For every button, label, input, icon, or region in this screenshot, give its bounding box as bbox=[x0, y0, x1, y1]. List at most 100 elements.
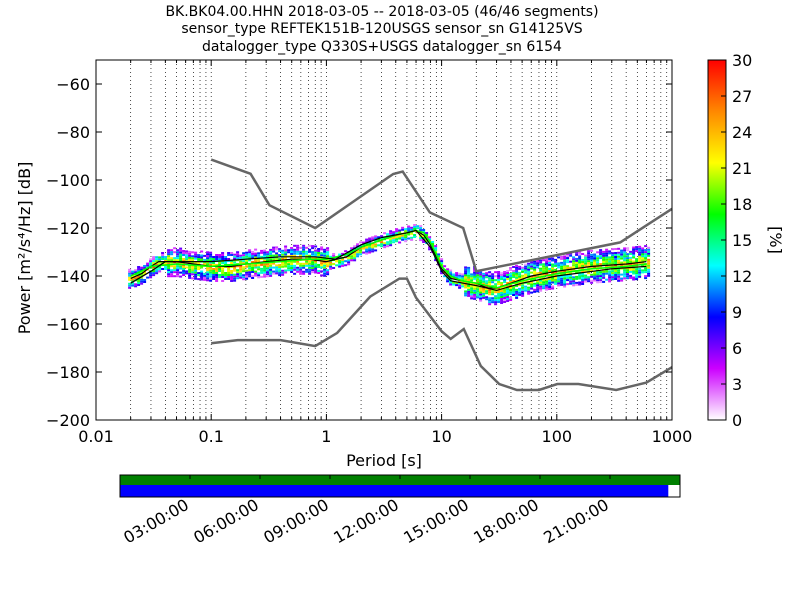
heatmap-cell bbox=[602, 280, 606, 283]
heatmap-cell bbox=[497, 281, 501, 283]
heatmap-cell bbox=[197, 262, 201, 265]
heatmap-cell bbox=[638, 259, 642, 262]
heatmap-cell bbox=[170, 249, 174, 252]
heatmap-cell bbox=[530, 283, 534, 286]
heatmap-cell bbox=[242, 270, 246, 273]
heatmap-cell bbox=[359, 249, 363, 252]
heatmap-cell bbox=[530, 285, 534, 288]
heatmap-cell bbox=[635, 258, 639, 261]
heatmap-cell bbox=[500, 294, 504, 296]
heatmap-cell bbox=[563, 285, 567, 288]
heatmap-cell bbox=[491, 277, 495, 280]
heatmap-cell bbox=[548, 284, 552, 286]
heatmap-cell bbox=[377, 236, 381, 239]
heatmap-cell bbox=[191, 261, 195, 264]
heatmap-cell bbox=[632, 260, 636, 263]
heatmap-cell bbox=[485, 298, 489, 301]
heatmap-cell bbox=[266, 251, 270, 254]
heatmap-cell bbox=[176, 273, 180, 276]
heatmap-cell bbox=[296, 250, 300, 253]
heatmap-cell bbox=[455, 274, 459, 277]
heatmap-cell bbox=[623, 249, 627, 252]
heatmap-cell bbox=[578, 265, 582, 268]
heatmap-cell bbox=[566, 259, 570, 262]
heatmap-cell bbox=[263, 249, 267, 252]
heatmap-cell bbox=[485, 276, 489, 279]
heatmap-cell bbox=[161, 254, 165, 256]
heatmap-cell bbox=[554, 278, 558, 281]
heatmap-cell bbox=[503, 295, 507, 297]
heatmap-cell bbox=[572, 282, 576, 285]
heatmap-cell bbox=[245, 251, 249, 254]
heatmap-cell bbox=[482, 276, 486, 279]
heatmap-cell bbox=[263, 267, 267, 270]
heatmap-cell bbox=[518, 277, 522, 280]
heatmap-cell bbox=[530, 261, 534, 264]
heatmap-cell bbox=[647, 250, 651, 253]
heatmap-cell bbox=[602, 270, 606, 273]
heatmap-cell bbox=[428, 248, 432, 251]
heatmap-cell bbox=[587, 270, 591, 273]
heatmap-cell bbox=[137, 268, 141, 270]
heatmap-cell bbox=[128, 286, 132, 289]
heatmap-cell bbox=[521, 292, 525, 295]
heatmap-cell bbox=[464, 274, 468, 277]
colorbar-tick-label: 24 bbox=[732, 123, 752, 142]
heatmap-cell bbox=[191, 273, 195, 276]
heatmap-cell bbox=[260, 263, 264, 266]
heatmap-cell bbox=[386, 245, 390, 248]
heatmap-cell bbox=[413, 228, 417, 230]
heatmap-cell bbox=[515, 290, 519, 293]
heatmap-cell bbox=[578, 253, 582, 256]
heatmap-cell bbox=[575, 265, 579, 268]
heatmap-cell bbox=[347, 263, 351, 266]
heatmap-cell bbox=[611, 262, 615, 265]
heatmap-cell bbox=[506, 276, 510, 278]
heatmap-cell bbox=[314, 253, 318, 256]
y-tick-label: −180 bbox=[46, 363, 90, 382]
heatmap-cell bbox=[446, 278, 450, 281]
heatmap-cell bbox=[614, 256, 618, 258]
heatmap-cell bbox=[440, 260, 444, 263]
heatmap-cell bbox=[179, 251, 183, 254]
heatmap-cell bbox=[548, 288, 552, 290]
heatmap-cell bbox=[230, 252, 234, 254]
heatmap-cell bbox=[503, 297, 507, 299]
heatmap-cell bbox=[170, 275, 174, 278]
heatmap-cell bbox=[473, 289, 477, 292]
heatmap-cell bbox=[182, 252, 186, 254]
heatmap-cell bbox=[308, 254, 312, 257]
heatmap-cell bbox=[581, 265, 585, 267]
heatmap-cell bbox=[626, 261, 630, 264]
heatmap-cell bbox=[257, 256, 261, 259]
heatmap-cell bbox=[533, 264, 537, 267]
heatmap-cell bbox=[458, 280, 462, 283]
heatmap-cell bbox=[491, 297, 495, 300]
heatmap-cell bbox=[491, 273, 495, 276]
heatmap-cell bbox=[443, 275, 447, 278]
heatmap-cell bbox=[191, 269, 195, 272]
heatmap-cell bbox=[635, 260, 639, 263]
heatmap-cell bbox=[464, 268, 468, 271]
colorbar-tick-label: 21 bbox=[732, 159, 752, 178]
heatmap-cell bbox=[464, 276, 468, 279]
heatmap-cell bbox=[263, 259, 267, 262]
heatmap-cell bbox=[128, 272, 132, 275]
heatmap-cell bbox=[593, 257, 597, 260]
heatmap-cell bbox=[479, 273, 483, 276]
heatmap-cell bbox=[350, 259, 354, 262]
heatmap-cell bbox=[569, 274, 573, 277]
heatmap-cell bbox=[566, 255, 570, 258]
heatmap-cell bbox=[305, 250, 309, 253]
heatmap-cell bbox=[581, 273, 585, 275]
heatmap-cell bbox=[374, 235, 378, 238]
heatmap-cell bbox=[308, 270, 312, 273]
y-tick-label: −140 bbox=[46, 267, 90, 286]
heatmap-cell bbox=[137, 282, 141, 284]
heatmap-cell bbox=[626, 249, 630, 252]
heatmap-cell bbox=[584, 280, 588, 283]
heatmap-cell bbox=[305, 260, 309, 263]
heatmap-cell bbox=[245, 275, 249, 278]
heatmap-cell bbox=[524, 269, 528, 272]
heatmap-cell bbox=[524, 273, 528, 276]
